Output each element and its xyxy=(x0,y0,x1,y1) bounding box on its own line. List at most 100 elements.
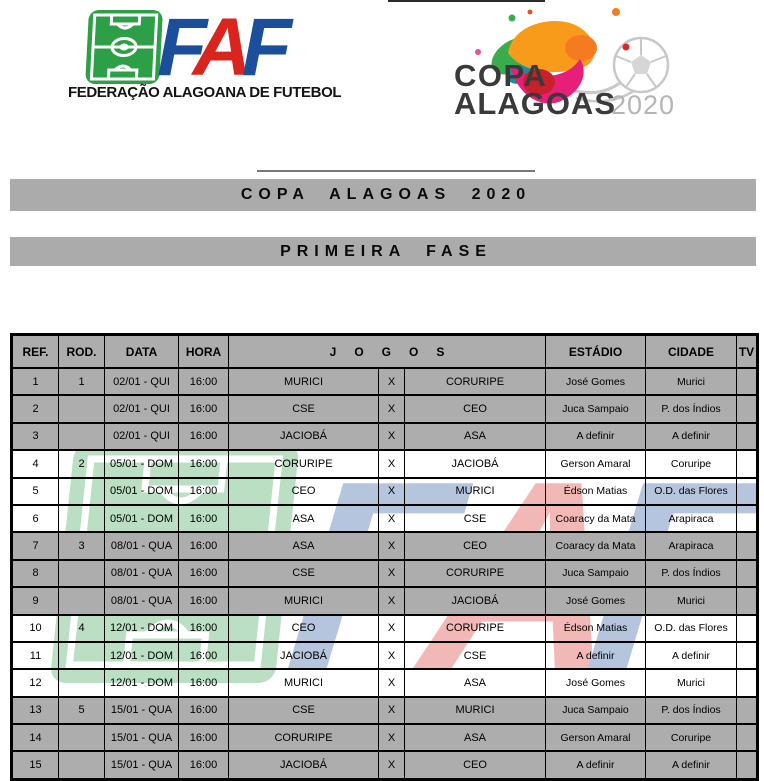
date-cell: 15/01 - QUA xyxy=(104,750,179,781)
date-cell: 15/01 - QUA xyxy=(104,723,179,753)
time-cell: 16:00 xyxy=(178,613,229,643)
table-row: 12 12/01 - DOM 16:00 MURICI X ASA José G… xyxy=(11,668,758,698)
city-cell: A definir xyxy=(645,750,737,781)
versus-cell: X xyxy=(378,394,405,424)
time-cell: 16:00 xyxy=(178,476,229,506)
away-team-cell: CORURIPE xyxy=(404,613,546,643)
time-cell: 16:00 xyxy=(178,394,229,424)
away-team-cell: CORURIPE xyxy=(404,558,546,589)
banner-title: COPA ALAGOAS 2020 xyxy=(10,179,756,211)
stadium-cell: A definir xyxy=(545,750,646,781)
round-cell xyxy=(58,421,105,452)
round-cell: 4 xyxy=(58,613,105,643)
versus-cell: X xyxy=(378,531,405,561)
home-team-cell: CEO xyxy=(228,613,379,643)
home-team-cell: CSE xyxy=(228,558,379,589)
date-cell: 05/01 - DOM xyxy=(104,449,179,479)
col-header-estadio: ESTÁDIO xyxy=(545,333,646,369)
home-team-cell: CORURIPE xyxy=(228,449,379,479)
tv-cell xyxy=(736,421,758,452)
date-cell: 02/01 - QUI xyxy=(104,366,179,397)
stadium-cell: Juca Sampaio xyxy=(545,695,646,726)
home-team-cell: CORURIPE xyxy=(228,723,379,753)
versus-cell: X xyxy=(378,586,405,616)
tv-cell xyxy=(736,366,758,397)
round-cell: 1 xyxy=(58,366,105,397)
versus-cell: X xyxy=(378,421,405,452)
versus-cell: X xyxy=(378,503,405,534)
table-row: 15 15/01 - QUA 16:00 JACIOBÁ X CEO A def… xyxy=(11,750,758,781)
tv-cell xyxy=(736,394,758,424)
city-cell: O.D. das Flores xyxy=(645,613,737,643)
home-team-cell: JACIOBÁ xyxy=(228,750,379,781)
ref-cell: 15 xyxy=(11,750,59,781)
year-text: 2020 xyxy=(611,90,675,120)
time-cell: 16:00 xyxy=(178,366,229,397)
tv-cell xyxy=(736,503,758,534)
versus-cell: X xyxy=(378,366,405,397)
tv-cell xyxy=(736,613,758,643)
date-cell: 05/01 - DOM xyxy=(104,503,179,534)
ref-cell: 8 xyxy=(11,558,59,589)
col-header-jogos: JOGOS xyxy=(228,333,546,369)
round-cell xyxy=(58,394,105,424)
date-cell: 08/01 - QUA xyxy=(104,558,179,589)
stadium-cell: Édson Matias xyxy=(545,476,646,506)
versus-cell: X xyxy=(378,640,405,671)
faf-letters: FAF xyxy=(157,9,294,87)
away-team-cell: MURICI xyxy=(404,695,546,726)
city-cell: A definir xyxy=(645,640,737,671)
copa-text: COPA xyxy=(454,58,547,93)
col-header-hora: HORA xyxy=(178,333,229,369)
table-row: 9 08/01 - QUA 16:00 MURICI X JACIOBÁ Jos… xyxy=(11,586,758,616)
home-team-cell: MURICI xyxy=(228,366,379,397)
table-row: 3 02/01 - QUI 16:00 JACIOBÁ X ASA A defi… xyxy=(11,421,758,452)
table-row: 2 02/01 - QUI 16:00 CSE X CEO Juca Sampa… xyxy=(11,394,758,424)
tv-cell xyxy=(736,640,758,671)
round-cell xyxy=(58,668,105,698)
alagoas-text: ALAGOAS xyxy=(454,86,616,120)
away-team-cell: JACIOBÁ xyxy=(404,449,546,479)
round-cell xyxy=(58,723,105,753)
soccer-field-icon xyxy=(85,10,163,84)
banner-top-artifact xyxy=(257,170,535,172)
time-cell: 16:00 xyxy=(178,695,229,726)
table-row: 8 08/01 - QUA 16:00 CSE X CORURIPE Juca … xyxy=(11,558,758,589)
date-cell: 12/01 - DOM xyxy=(104,640,179,671)
away-team-cell: CEO xyxy=(404,531,546,561)
stadium-cell: Gerson Amaral xyxy=(545,723,646,753)
round-cell xyxy=(58,586,105,616)
ref-cell: 5 xyxy=(11,476,59,506)
away-team-cell: CORURIPE xyxy=(404,366,546,397)
city-cell: P. dos Índios xyxy=(645,394,737,424)
away-team-cell: CEO xyxy=(404,394,546,424)
faf-tagline: FEDERAÇÃO ALAGOANA DE FUTEBOL xyxy=(68,84,342,101)
table-row: 7 3 08/01 - QUA 16:00 ASA X CEO Coaracy … xyxy=(11,531,758,561)
date-cell: 02/01 - QUI xyxy=(104,421,179,452)
stadium-cell: Coaracy da Mata xyxy=(545,531,646,561)
away-team-cell: JACIOBÁ xyxy=(404,586,546,616)
col-header-rod: ROD. xyxy=(58,333,105,369)
round-cell xyxy=(58,640,105,671)
stadium-cell: José Gomes xyxy=(545,366,646,397)
date-cell: 02/01 - QUI xyxy=(104,394,179,424)
away-team-cell: ASA xyxy=(404,421,546,452)
table-header-row: REF. ROD. DATA HORA JOGOS ESTÁDIO CIDADE… xyxy=(11,333,758,369)
banner-subtitle: PRIMEIRA FASE xyxy=(10,237,756,266)
ref-cell: 1 xyxy=(11,366,59,397)
city-cell: P. dos Índios xyxy=(645,695,737,726)
stadium-cell: José Gomes xyxy=(545,668,646,698)
splash-graphic xyxy=(475,8,630,104)
table-row: 11 12/01 - DOM 16:00 JACIOBÁ X CSE A def… xyxy=(11,640,758,671)
round-cell xyxy=(58,476,105,506)
col-header-ref: REF. xyxy=(11,333,59,369)
date-cell: 08/01 - QUA xyxy=(104,531,179,561)
date-cell: 12/01 - DOM xyxy=(104,613,179,643)
versus-cell: X xyxy=(378,449,405,479)
stadium-cell: A definir xyxy=(545,421,646,452)
time-cell: 16:00 xyxy=(178,531,229,561)
date-cell: 15/01 - QUA xyxy=(104,695,179,726)
col-header-tv: TV xyxy=(736,333,758,369)
versus-cell: X xyxy=(378,558,405,589)
table-row: 6 05/01 - DOM 16:00 ASA X CSE Coaracy da… xyxy=(11,503,758,534)
